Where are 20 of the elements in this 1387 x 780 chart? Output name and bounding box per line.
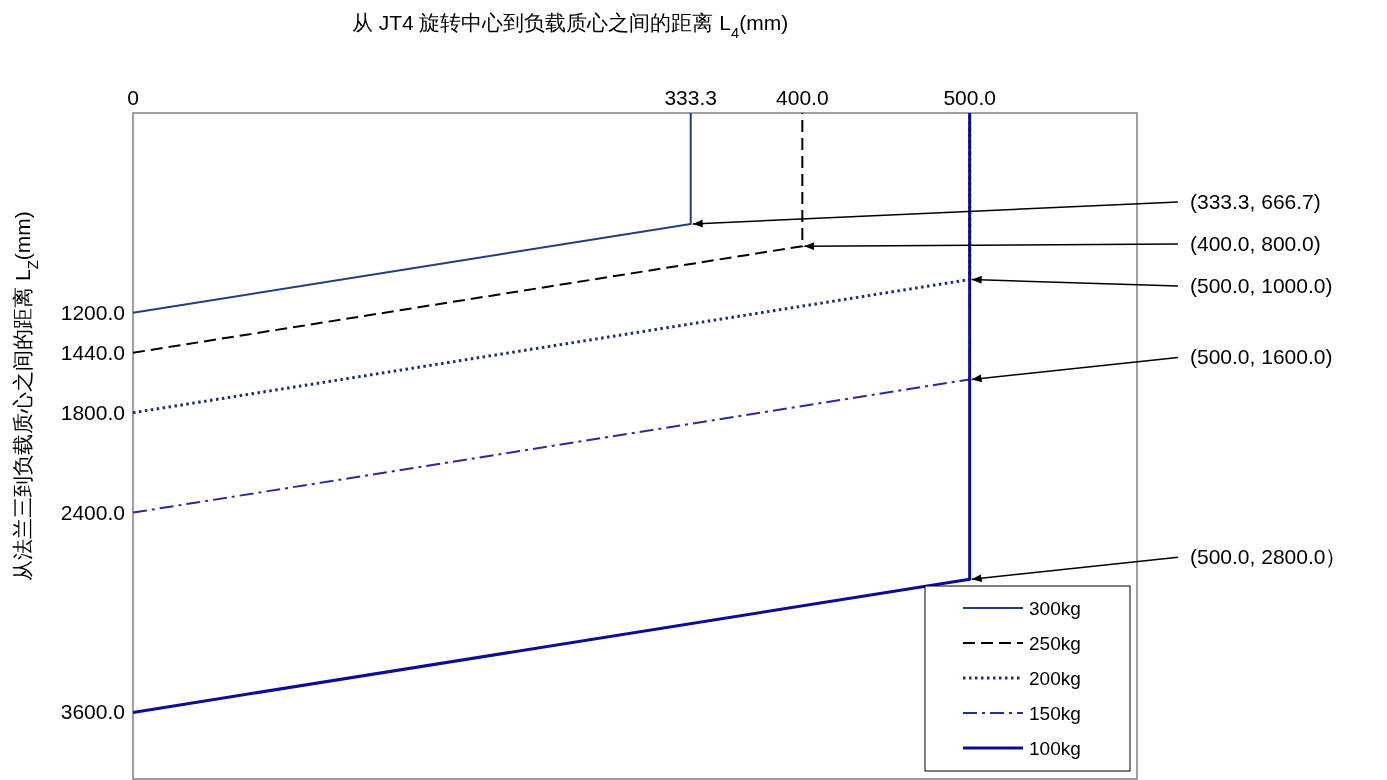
y-tick-label: 2400.0 [60,500,125,524]
x-tick-label: 0 [127,86,139,109]
legend-label: 200kg [1029,668,1081,689]
legend-label: 250kg [1029,633,1081,654]
y-tick-label: 1800.0 [60,400,125,424]
annotation: (500.0, 2800.0） [1190,545,1347,569]
annotation: (500.0, 1000.0) [1190,274,1333,298]
y-tick-label: 1440.0 [60,340,125,364]
legend-label: 300kg [1029,598,1081,619]
x-axis-title: 从 JT4 旋转中心到负载质心之间的距离 L$_{4}$(mm) [351,11,789,41]
x-tick-label: 333.3 [664,86,717,109]
y-tick-label: 1200.0 [60,300,125,324]
annotation: (500.0, 1600.0) [1190,345,1333,369]
annotation: (333.3, 666.7) [1190,190,1321,214]
legend-label: 150kg [1029,703,1081,724]
y-tick-label: 3600.0 [60,700,125,724]
x-tick-label: 500.0 [943,86,996,109]
legend-label: 100kg [1029,738,1081,759]
annotation: (400.0, 800.0) [1190,232,1321,256]
x-tick-label: 400.0 [776,86,829,109]
